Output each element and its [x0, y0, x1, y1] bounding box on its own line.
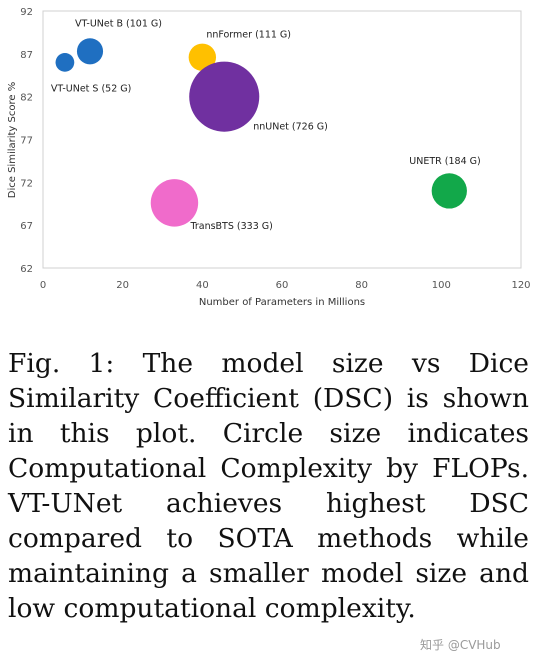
bubble-label: nnFormer (111 G): [206, 29, 291, 40]
plot-area-frame: [42, 10, 522, 269]
bubble: [150, 179, 199, 227]
figure-caption: Fig. 1: The model size vs Dice Similarit…: [8, 348, 529, 624]
bubble: [76, 38, 104, 65]
y-tick-label: 62: [20, 264, 33, 275]
bubble-label: UNETR (184 G): [409, 156, 480, 167]
y-tick-label: 67: [20, 221, 33, 232]
bubble-label: VT-UNet S (52 G): [51, 83, 131, 94]
bubble-label: VT-UNet B (101 G): [75, 18, 162, 29]
x-axis-title: Number of Parameters in Millions: [199, 297, 365, 308]
y-tick-label: 77: [20, 136, 33, 147]
x-tick-label: 20: [116, 280, 129, 291]
point-labels: VT-UNet S (52 G) VT-UNet B (101 G) nnForme…: [51, 18, 481, 232]
y-tick-label: 82: [20, 93, 33, 104]
x-tick-label: 120: [511, 280, 530, 291]
y-axis-title: Dice Similarity Score %: [7, 82, 18, 198]
x-tick-label: 0: [40, 280, 46, 291]
bubble-series: [55, 38, 467, 227]
bubble: [431, 173, 467, 209]
x-tick-label: 100: [432, 280, 451, 291]
watermark: 知乎 @CVHub: [420, 638, 501, 652]
bubble-label: nnUNet (726 G): [253, 122, 328, 133]
bubble-label: TransBTS (333 G): [189, 221, 272, 232]
x-tick-label: 40: [196, 280, 209, 291]
y-tick-label: 92: [20, 7, 33, 18]
bubble-chart: 62 67 72 77 82 87 92 0 20 40 60 80 100 120 VT-UNet S…: [7, 7, 531, 308]
y-tick-labels: 62 67 72 77 82 87 92: [20, 7, 33, 275]
x-tick-label: 80: [355, 280, 368, 291]
bubble: [188, 43, 217, 71]
y-tick-label: 72: [20, 178, 33, 189]
x-tick-label: 60: [276, 280, 289, 291]
y-tick-label: 87: [20, 50, 33, 61]
bubble: [189, 61, 260, 132]
x-tick-labels: 0 20 40 60 80 100 120: [40, 280, 531, 291]
bubble: [55, 53, 75, 72]
